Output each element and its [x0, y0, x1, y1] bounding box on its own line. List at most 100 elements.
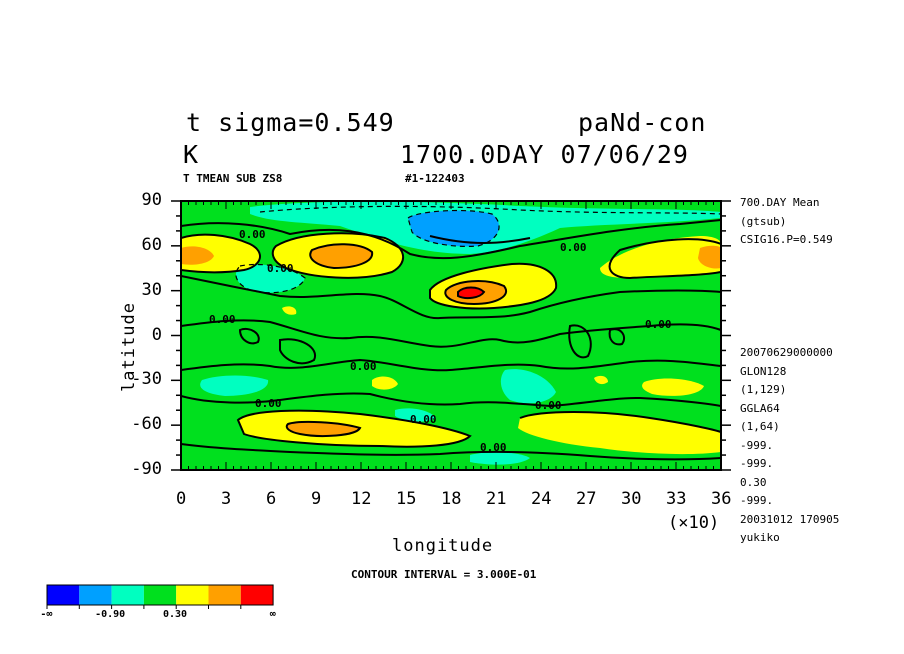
title-variable: t sigma=0.549 [186, 108, 395, 137]
y-tick-label: 60 [141, 234, 162, 255]
x-tick-label: 36 [711, 489, 732, 509]
x-tick-label: 12 [351, 489, 372, 509]
contour-label: 0.00 [209, 313, 236, 326]
contour-line [181, 275, 721, 320]
colorbar-swatch [79, 585, 112, 605]
contour-line [429, 262, 558, 310]
info-line: (1,129) [740, 383, 787, 396]
contour-line [181, 358, 721, 372]
x-tick-label: 18 [441, 489, 462, 509]
x-axis-label: longitude [392, 536, 494, 556]
x-tick-label: 24 [531, 489, 552, 509]
contour-lines [181, 219, 721, 461]
colorbar-frame [46, 584, 274, 606]
info-line: 20031012 170905 [740, 512, 840, 526]
teal-patch-b [200, 375, 269, 396]
colorbar-label: -0.90 [95, 609, 126, 620]
teal-patch-e [395, 408, 436, 422]
info-line: 700.DAY Mean [740, 196, 820, 209]
y-tick-label: 90 [141, 190, 162, 210]
contour-line [519, 411, 721, 433]
subtitle-left: T TMEAN SUB ZS8 [183, 172, 283, 185]
contour-line [429, 235, 531, 244]
contour-interval-note: CONTOUR INTERVAL = 3.000E-01 [351, 568, 537, 581]
contour-label: 0.00 [560, 241, 587, 254]
subtitle-right: #1-122403 [405, 172, 465, 185]
colorbar-swatch [240, 585, 274, 605]
warm-region-ne [600, 236, 721, 278]
contour-line [181, 219, 721, 260]
colorbar-swatch [208, 585, 241, 605]
warm-core-ne [698, 245, 721, 269]
contour-line [279, 338, 317, 365]
y-tick-label: -90 [131, 459, 162, 479]
info-line: (gtsub) [740, 214, 787, 228]
contour-line [271, 232, 404, 279]
teal-patch-c [500, 369, 556, 404]
contour-line [608, 238, 721, 280]
y-tick-label: 0 [151, 324, 162, 345]
info-line: CSIG16.P=0.549 [740, 233, 833, 246]
info-line: (1,64) [740, 420, 780, 433]
negative-contours [235, 205, 721, 294]
warm-region-se [518, 412, 721, 455]
y-tick-label: 30 [141, 279, 162, 300]
contour-line-dashed [235, 263, 306, 294]
y-tick-label: -30 [131, 369, 162, 390]
contour-label: 0.00 [410, 413, 437, 426]
north-blue-pocket [408, 210, 500, 247]
colorbar-label: ∞ [269, 609, 276, 620]
contour-label: 0.00 [535, 399, 562, 412]
warm-patch-small-c [642, 378, 704, 396]
colorbar-label: -∞ [40, 609, 53, 620]
colorbar-swatch [176, 585, 209, 605]
x-tick-label: 27 [576, 489, 597, 509]
y-tick-label: -60 [131, 414, 162, 435]
warm-core-n-central [310, 244, 373, 268]
warm-patch-small-d [282, 306, 297, 315]
x-tick-label: 0 [176, 489, 187, 509]
x-tick-label: 33 [666, 489, 687, 509]
contour-line [238, 328, 260, 345]
hot-core-e-central [458, 287, 484, 299]
contour-label: 0.00 [480, 441, 507, 454]
colorbar-swatch [143, 585, 177, 605]
contour-line [444, 280, 507, 306]
teal-patch-d [470, 452, 530, 465]
x-tick-label: 15 [396, 489, 417, 509]
contour-line [236, 409, 472, 448]
contour-label: 0.00 [239, 228, 266, 241]
warm-patch-small-b [594, 375, 608, 385]
contour-label: 0.00 [255, 397, 282, 410]
title-date: 1700.0DAY 07/06/29 [400, 140, 689, 169]
contour-line [181, 319, 721, 348]
x-tick-label: 3 [221, 489, 232, 509]
contour-line [309, 243, 374, 270]
colorbar-swatch [47, 585, 80, 605]
info-line: -999. [740, 457, 774, 470]
colorbar-swatch [111, 585, 144, 605]
info-line: 0.30 [740, 475, 767, 489]
info-line: -999. [740, 494, 774, 507]
contour-line [457, 286, 486, 300]
colorbar [46, 584, 274, 609]
contour-line [181, 443, 721, 461]
x-tick-label: 21 [486, 489, 507, 509]
title-units: K [183, 140, 200, 169]
teal-patch-a [235, 264, 305, 293]
contour-line [181, 233, 261, 274]
info-line: GLON128 [740, 364, 787, 378]
x-tick-label: 6 [266, 489, 277, 509]
info-line: yukiko [740, 531, 780, 544]
title-experiment: paNd-con [578, 108, 707, 137]
contour-line-dashed [259, 205, 721, 215]
warm-patch-small-a [372, 376, 398, 390]
contour-label: 0.00 [267, 262, 294, 275]
x-tick-label: 9 [311, 489, 322, 509]
warm-core-sw [286, 421, 360, 436]
axis-ticks [171, 200, 731, 471]
contour-line [285, 420, 362, 437]
contour-line [181, 392, 721, 408]
contour-line [568, 324, 592, 359]
